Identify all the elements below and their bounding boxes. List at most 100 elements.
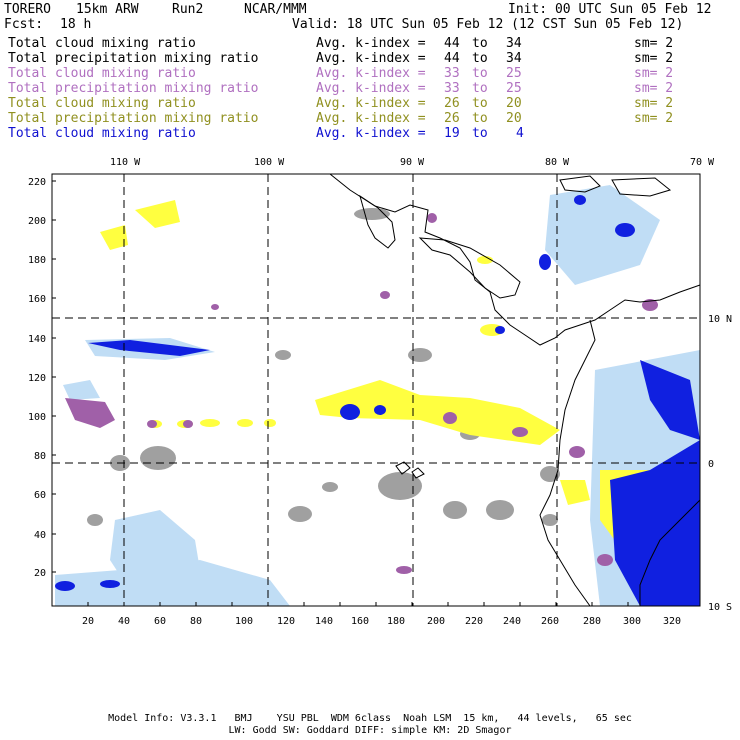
legend-field: Total precipitation mixing ratio — [8, 111, 259, 126]
x-tick-label: 320 — [663, 616, 681, 627]
x-tick-label: 140 — [315, 616, 333, 627]
legend-to: to — [472, 126, 488, 141]
y-tick-label: 120 — [28, 373, 46, 384]
x-tick-label: 200 — [427, 616, 445, 627]
legend-row: Total cloud mixing ratio Avg. k-index = … — [8, 126, 708, 141]
header-fcst-value: 18 h — [60, 17, 92, 32]
header-resolution: 15km ARW — [76, 2, 139, 17]
legend-stat: Avg. k-index = — [316, 81, 426, 96]
graticule — [52, 174, 700, 606]
legend-until: 20 — [506, 96, 522, 111]
legend-row: Total precipitation mixing ratio Avg. k-… — [8, 51, 708, 66]
legend-to: to — [472, 111, 488, 126]
x-tick-label: 220 — [465, 616, 483, 627]
y-tick-label: 80 — [34, 451, 46, 462]
lon-label: 70 W — [690, 157, 715, 168]
legend-row: Total cloud mixing ratio Avg. k-index = … — [8, 66, 708, 81]
lat-label: 10 N — [708, 314, 732, 325]
legend-from: 33 — [444, 66, 460, 81]
model-info-line: Model Info: V3.3.1 BMJ YSU PBL WDM 6clas… — [108, 713, 632, 724]
x-axis — [87, 602, 629, 606]
header-valid: Valid: 18 UTC Sun 05 Feb 12 (12 CST Sun … — [292, 17, 684, 32]
legend-field: Total precipitation mixing ratio — [8, 51, 259, 66]
y-tick-label: 140 — [28, 334, 46, 345]
legend-from: 44 — [444, 36, 460, 51]
x-tick-label: 80 — [190, 616, 202, 627]
legend-to: to — [472, 51, 488, 66]
model-name: TORERO — [4, 2, 51, 17]
header-init: Init: 00 UTC Sun 05 Feb 12 — [508, 2, 712, 17]
legend-stat: Avg. k-index = — [316, 111, 426, 126]
header-org: NCAR/MMM — [244, 2, 307, 17]
legend-to: to — [472, 96, 488, 111]
x-tick-label: 40 — [118, 616, 130, 627]
x-tick-label: 300 — [623, 616, 641, 627]
header-run: Run2 — [172, 2, 204, 17]
legend-from: 44 — [444, 51, 460, 66]
y-tick-label: 220 — [28, 177, 46, 188]
x-tick-label: 60 — [154, 616, 166, 627]
lon-label: 80 W — [545, 157, 570, 168]
legend-from: 19 — [444, 126, 460, 141]
legend-field: Total cloud mixing ratio — [8, 36, 196, 51]
physics-info-line: LW: Godd SW: Goddard DIFF: simple KM: 2D… — [228, 725, 512, 736]
legend-to: to — [472, 81, 488, 96]
legend-row: Total precipitation mixing ratio Avg. k-… — [8, 111, 708, 126]
x-tick-label: 240 — [503, 616, 521, 627]
legend-from: 26 — [444, 111, 460, 126]
y-tick-label: 40 — [34, 530, 46, 541]
legend-field: Total cloud mixing ratio — [8, 66, 196, 81]
legend-stat: Avg. k-index = — [316, 51, 426, 66]
forecast-map: 110 W 100 W 90 W 80 W 70 W — [28, 157, 732, 627]
lat-label: 10 S — [708, 602, 732, 613]
legend-sm: sm= 2 — [634, 51, 674, 66]
y-tick-label: 100 — [28, 412, 46, 423]
coastline — [329, 173, 701, 607]
legend-stat: Avg. k-index = — [316, 96, 426, 111]
legend-row: Total precipitation mixing ratio Avg. k-… — [8, 81, 708, 96]
lon-label: 90 W — [400, 157, 425, 168]
x-tick-label: 180 — [387, 616, 405, 627]
lon-label: 100 W — [254, 157, 285, 168]
legend-stat: Avg. k-index = — [316, 66, 426, 81]
map-shading — [55, 185, 700, 606]
x-tick-label: 20 — [82, 616, 94, 627]
lat-label: 0 — [708, 459, 714, 470]
legend-stat: Avg. k-index = — [316, 36, 426, 51]
legend-until: 25 — [506, 66, 522, 81]
y-tick-label: 180 — [28, 255, 46, 266]
y-tick-label: 200 — [28, 216, 46, 227]
y-tick-label: 60 — [34, 490, 46, 501]
legend-until: 34 — [506, 51, 522, 66]
legend-until: 20 — [506, 111, 522, 126]
legend-sm: sm= 2 — [634, 36, 674, 51]
legend-from: 26 — [444, 96, 460, 111]
header-model: TORERO — [4, 2, 51, 17]
legend-field: Total cloud mixing ratio — [8, 126, 196, 141]
y-axis — [52, 180, 56, 573]
x-tick-label: 100 — [235, 616, 253, 627]
legend-until: 34 — [506, 36, 522, 51]
legend-sm: sm= 2 — [634, 66, 674, 81]
lon-label: 110 W — [110, 157, 141, 168]
legend-sm: sm= 2 — [634, 111, 674, 126]
legend-sm: sm= 2 — [634, 96, 674, 111]
x-tick-label: 160 — [351, 616, 369, 627]
header-fcst-label: Fcst: — [4, 17, 44, 32]
y-tick-label: 160 — [28, 294, 46, 305]
x-tick-label: 280 — [583, 616, 601, 627]
y-tick-label: 20 — [34, 568, 46, 579]
legend-row: Total cloud mixing ratio Avg. k-index = … — [8, 36, 708, 51]
legend-field: Total cloud mixing ratio — [8, 96, 196, 111]
legend-sm: sm= 2 — [634, 81, 674, 96]
legend-to: to — [472, 36, 488, 51]
legend-from: 33 — [444, 81, 460, 96]
legend-stat: Avg. k-index = — [316, 126, 426, 141]
legend-field: Total precipitation mixing ratio — [8, 81, 259, 96]
legend-row: Total cloud mixing ratio Avg. k-index = … — [8, 96, 708, 111]
legend-until: 25 — [506, 81, 522, 96]
legend-to: to — [472, 66, 488, 81]
x-tick-label: 260 — [541, 616, 559, 627]
x-tick-label: 120 — [277, 616, 295, 627]
legend-until: 4 — [516, 126, 524, 141]
